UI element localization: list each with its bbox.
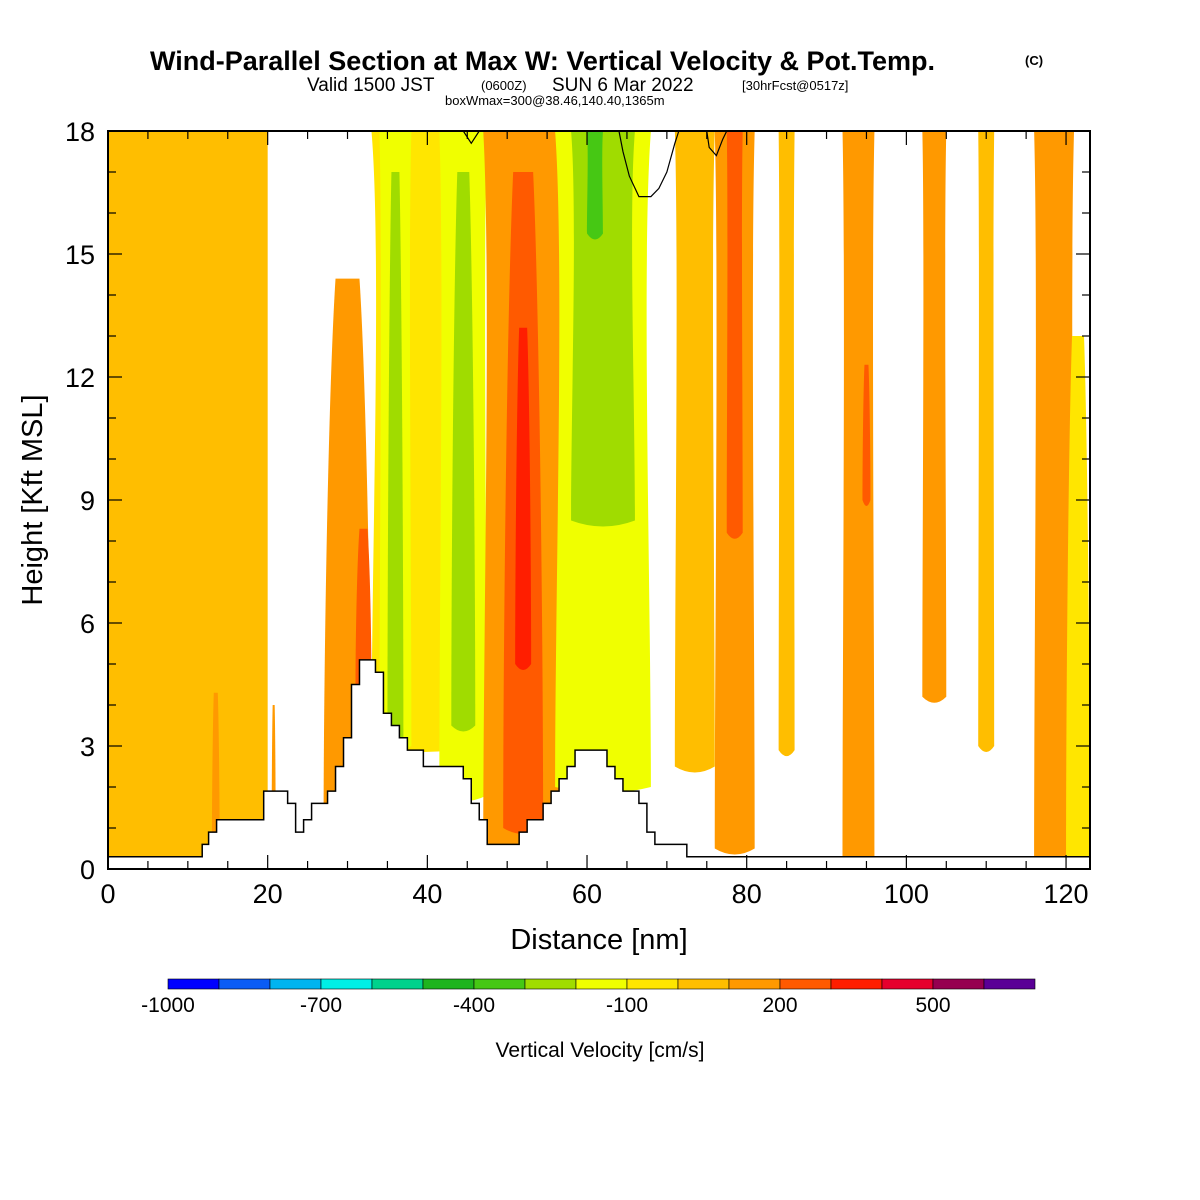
x-tick-label: 120: [1044, 879, 1089, 909]
colorbar-swatch: [218, 978, 271, 990]
colorbar-swatch: [728, 978, 781, 990]
y-tick-label: 12: [65, 363, 95, 393]
colorbar-swatch: [626, 978, 679, 990]
velocity-region: [1066, 336, 1090, 857]
y-tick-label: 0: [80, 855, 95, 885]
velocity-region: [862, 364, 871, 506]
colorbar-swatch: [779, 978, 832, 990]
y-tick-label: 9: [80, 486, 95, 516]
velocity-region: [1034, 131, 1075, 857]
colorbar-swatch: [473, 978, 526, 990]
terrain-profile: [108, 659, 1090, 869]
box-wmax-info: boxWmax=300@38.46,140.40,1365m: [445, 93, 665, 108]
colorbar-tick-label: -400: [453, 994, 495, 1017]
chart-title: Wind-Parallel Section at Max W: Vertical…: [150, 46, 935, 76]
colorbar-swatch: [422, 978, 475, 990]
x-tick-label: 100: [884, 879, 929, 909]
forecast-info: [30hrFcst@0517z]: [742, 78, 848, 93]
velocity-region: [587, 131, 603, 240]
velocity-region: [387, 172, 404, 752]
velocity-region: [842, 131, 875, 857]
x-tick-label: 60: [572, 879, 602, 909]
colorbar-swatch: [575, 978, 628, 990]
colorbar-title: Vertical Velocity [cm/s]: [496, 1039, 705, 1062]
velocity-region: [515, 327, 532, 670]
terrain-layer: [108, 659, 1090, 869]
colorbar-tick-label: 500: [915, 994, 950, 1017]
valid-time-utc: (0600Z): [481, 78, 527, 93]
axis-ticks: 0 20 40 60 80 100 120 0 3 6 9 12 15 18: [65, 117, 1090, 909]
x-tick-label: 0: [100, 879, 115, 909]
y-axis-title: Height [Kft MSL]: [17, 394, 49, 605]
velocity-region: [674, 131, 715, 773]
velocity-region: [922, 131, 947, 703]
velocity-region: [778, 131, 795, 757]
velocity-region: [571, 131, 635, 527]
velocity-region: [355, 528, 372, 691]
colorbar-swatch: [371, 978, 424, 990]
x-tick-label: 40: [412, 879, 442, 909]
colorbar-tick-label: -1000: [141, 994, 195, 1017]
theta-contour-layer: [462, 131, 728, 198]
velocity-region: [978, 131, 995, 752]
velocity-region: [451, 172, 476, 732]
colorbar-swatch: [983, 978, 1036, 990]
colorbar-swatch: [167, 978, 220, 990]
velocity-fill-layer: [108, 131, 1090, 869]
colorbar-swatch: [830, 978, 883, 990]
x-tick-label: 80: [732, 879, 762, 909]
colorbar-tick-label: -700: [300, 994, 342, 1017]
colorbar: -1000 -700 -400 -100 200 500: [141, 978, 1036, 1017]
copyright-mark: (C): [1025, 53, 1043, 68]
velocity-region: [726, 131, 743, 539]
y-tick-label: 6: [80, 609, 95, 639]
y-tick-label: 15: [65, 240, 95, 270]
theta-contour: [618, 131, 680, 198]
colorbar-tick-label: 200: [762, 994, 797, 1017]
theta-contour: [462, 131, 480, 145]
valid-time-prefix: Valid 1500 JST: [307, 75, 435, 96]
plot-frame: [107, 130, 1091, 870]
valid-date: SUN 6 Mar 2022: [552, 75, 694, 96]
colorbar-swatch: [932, 978, 985, 990]
colorbar-swatch: [320, 978, 373, 990]
terrain-outline: [108, 659, 1090, 858]
y-tick-label: 18: [65, 117, 95, 147]
colorbar-swatch: [881, 978, 934, 990]
velocity-region: [108, 131, 268, 869]
colorbar-swatch: [524, 978, 577, 990]
x-tick-label: 20: [253, 879, 283, 909]
y-tick-label: 3: [80, 732, 95, 762]
colorbar-tick-label: -100: [606, 994, 648, 1017]
colorbar-swatch: [677, 978, 730, 990]
theta-contour: [706, 131, 728, 157]
plot-area: 0 20 40 60 80 100 120 0 3 6 9 12 15 18: [65, 117, 1091, 909]
colorbar-swatch: [269, 978, 322, 990]
x-axis-title: Distance [nm]: [510, 924, 687, 956]
